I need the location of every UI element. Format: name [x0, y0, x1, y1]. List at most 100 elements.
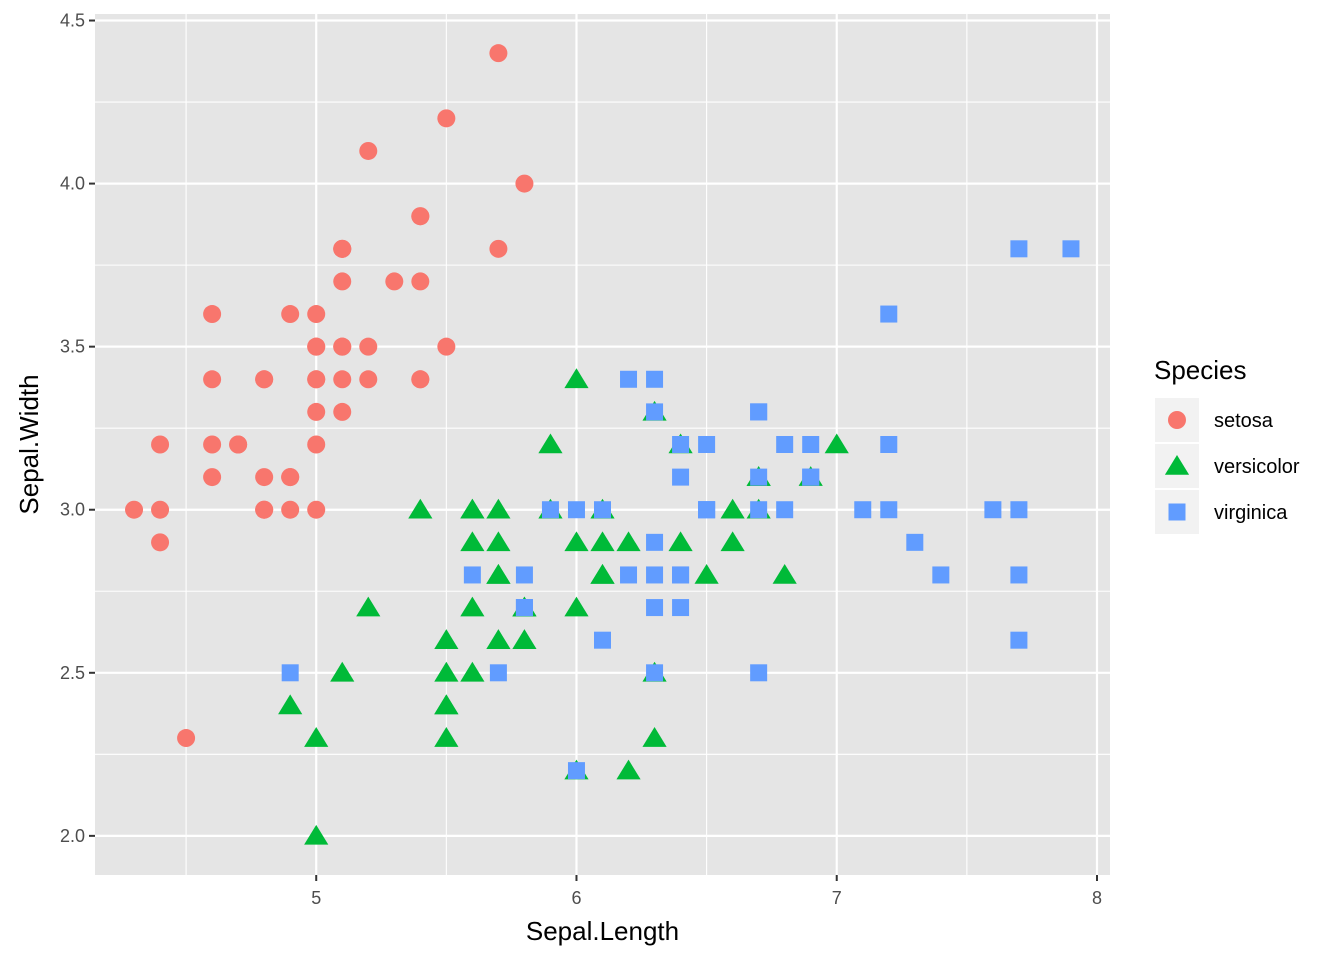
setosa-point — [203, 370, 222, 389]
setosa-point — [307, 305, 326, 324]
setosa-point — [151, 435, 170, 454]
virginica-point — [489, 664, 507, 682]
setosa-point — [333, 272, 352, 291]
versicolor-point — [486, 563, 511, 584]
versicolor-point — [694, 563, 719, 584]
versicolor-point — [460, 531, 485, 552]
setosa-point — [255, 500, 274, 519]
setosa-point — [203, 468, 222, 487]
virginica-point — [880, 436, 898, 453]
legend: Species setosa versicolor virginica — [1154, 355, 1300, 534]
virginica-point — [776, 501, 794, 519]
y-tick-label: 3.0 — [60, 500, 85, 520]
setosa-point — [359, 370, 378, 389]
virginica-point — [567, 762, 585, 780]
versicolor-point — [486, 629, 511, 649]
virginica-point — [620, 566, 638, 584]
virginica-point — [1010, 501, 1028, 519]
versicolor-point — [434, 661, 459, 682]
versicolor-point — [772, 563, 797, 584]
setosa-point — [203, 435, 222, 454]
virginica-point — [646, 664, 664, 682]
y-axis: 2.0 2.5 3.0 3.5 4.0 4.5 — [60, 11, 95, 846]
versicolor-point — [564, 596, 589, 617]
versicolor-point — [564, 368, 589, 389]
virginica-point — [567, 501, 585, 519]
setosa-point — [437, 337, 456, 356]
x-tick-label: 6 — [571, 888, 581, 908]
virginica-point — [620, 370, 638, 388]
setosa-point — [515, 174, 534, 193]
virginica-point — [672, 566, 690, 584]
legend-title: Species — [1154, 355, 1247, 385]
virginica-point — [1010, 566, 1028, 584]
versicolor-point — [434, 629, 459, 649]
virginica-point — [672, 468, 690, 486]
virginica-point — [750, 664, 768, 682]
y-tick-label: 2.5 — [60, 663, 85, 683]
setosa-point — [489, 239, 508, 258]
virginica-point — [1010, 240, 1028, 258]
series-setosa — [125, 44, 534, 748]
x-axis: 5 6 7 8 — [311, 875, 1102, 908]
setosa-point — [333, 239, 352, 258]
versicolor-point — [564, 531, 589, 552]
versicolor-point — [460, 661, 485, 682]
versicolor-point — [538, 433, 563, 454]
setosa-point — [333, 337, 352, 356]
setosa-point — [203, 305, 222, 324]
versicolor-point — [434, 727, 459, 747]
setosa-point — [411, 370, 430, 389]
virginica-point — [750, 468, 768, 486]
versicolor-point — [616, 531, 641, 552]
virginica-point — [776, 436, 794, 453]
virginica-point — [1010, 631, 1028, 649]
virginica-point — [463, 566, 481, 584]
y-tick-label: 3.5 — [60, 337, 85, 357]
virginica-point — [906, 533, 924, 551]
virginica-point — [672, 599, 690, 617]
setosa-point — [229, 435, 248, 454]
virginica-point — [594, 501, 611, 519]
setosa-point — [307, 402, 326, 421]
virginica-point — [646, 533, 664, 551]
virginica-point — [750, 501, 768, 519]
setosa-point — [333, 402, 352, 421]
versicolor-point — [356, 596, 381, 617]
x-tick-label: 5 — [311, 888, 321, 908]
y-tick-label: 2.0 — [60, 826, 85, 846]
setosa-point — [385, 272, 404, 291]
setosa-point — [411, 272, 430, 291]
data-points — [125, 44, 1080, 845]
setosa-point — [255, 370, 274, 389]
setosa-point — [411, 207, 430, 226]
versicolor-point — [486, 531, 511, 552]
virginica-point — [880, 305, 898, 323]
setosa-point — [437, 109, 456, 128]
setosa-point — [281, 500, 300, 519]
legend-key-circle — [1168, 411, 1186, 429]
virginica-point — [646, 403, 664, 421]
virginica-point — [984, 501, 1002, 519]
setosa-point — [177, 729, 196, 748]
setosa-point — [125, 500, 144, 519]
virginica-point — [802, 436, 820, 453]
setosa-point — [281, 468, 300, 487]
virginica-point — [802, 468, 820, 486]
setosa-point — [307, 435, 326, 454]
versicolor-point — [512, 629, 537, 649]
major-gridlines — [95, 14, 1110, 875]
legend-item-virginica: virginica — [1155, 490, 1288, 534]
versicolor-point — [304, 727, 329, 747]
series-virginica — [281, 240, 1080, 780]
setosa-point — [307, 337, 326, 356]
virginica-point — [1062, 240, 1080, 258]
legend-key-square — [1168, 503, 1186, 521]
y-axis-title: Sepal.Width — [14, 374, 44, 514]
setosa-point — [489, 44, 508, 63]
virginica-point — [698, 501, 716, 519]
versicolor-point — [616, 759, 641, 780]
minor-gridlines — [95, 14, 1110, 875]
legend-item-setosa: setosa — [1155, 398, 1274, 442]
versicolor-point — [590, 531, 615, 552]
